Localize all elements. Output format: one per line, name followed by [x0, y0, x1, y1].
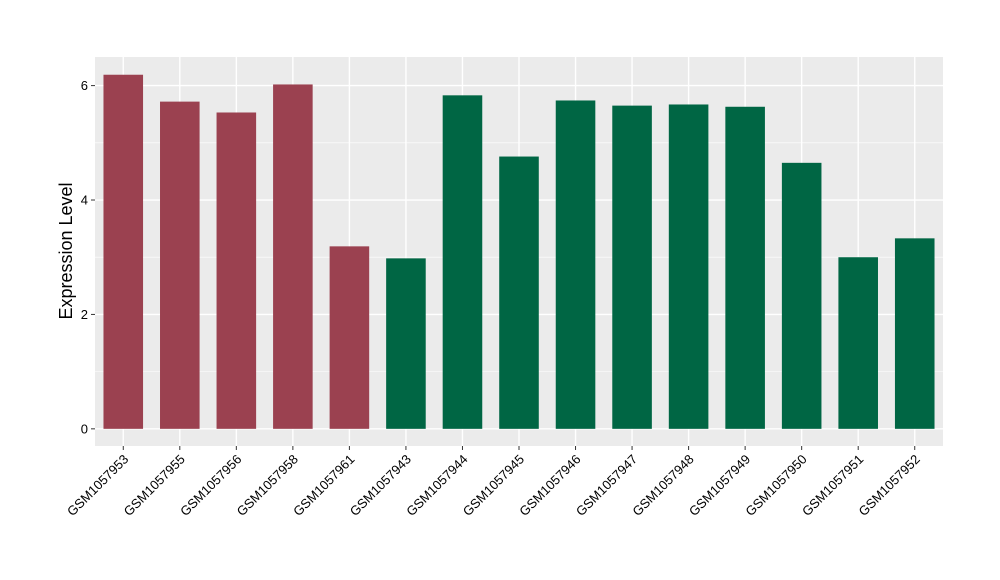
bar — [386, 258, 426, 429]
y-tick-label: 2 — [81, 307, 88, 322]
bar — [838, 257, 878, 429]
bar — [499, 156, 539, 429]
y-axis: 0 2 4 6 — [81, 78, 95, 436]
bar — [216, 112, 257, 429]
bar — [442, 95, 483, 429]
bar — [273, 84, 313, 429]
bar — [725, 106, 765, 429]
bar — [160, 101, 200, 429]
bar — [329, 246, 370, 429]
y-tick-label: 6 — [81, 78, 88, 93]
y-tick-label: 4 — [81, 193, 88, 208]
bar — [668, 104, 709, 429]
y-tick-label: 0 — [81, 421, 88, 436]
y-axis-title: Expression Level — [56, 182, 76, 319]
bar — [612, 105, 652, 429]
bar — [103, 74, 144, 429]
bar — [894, 238, 935, 429]
bar — [781, 162, 822, 429]
bar — [555, 100, 596, 429]
bars — [103, 74, 935, 429]
x-axis: GSM1057953GSM1057955GSM1057956GSM1057958… — [64, 446, 923, 519]
